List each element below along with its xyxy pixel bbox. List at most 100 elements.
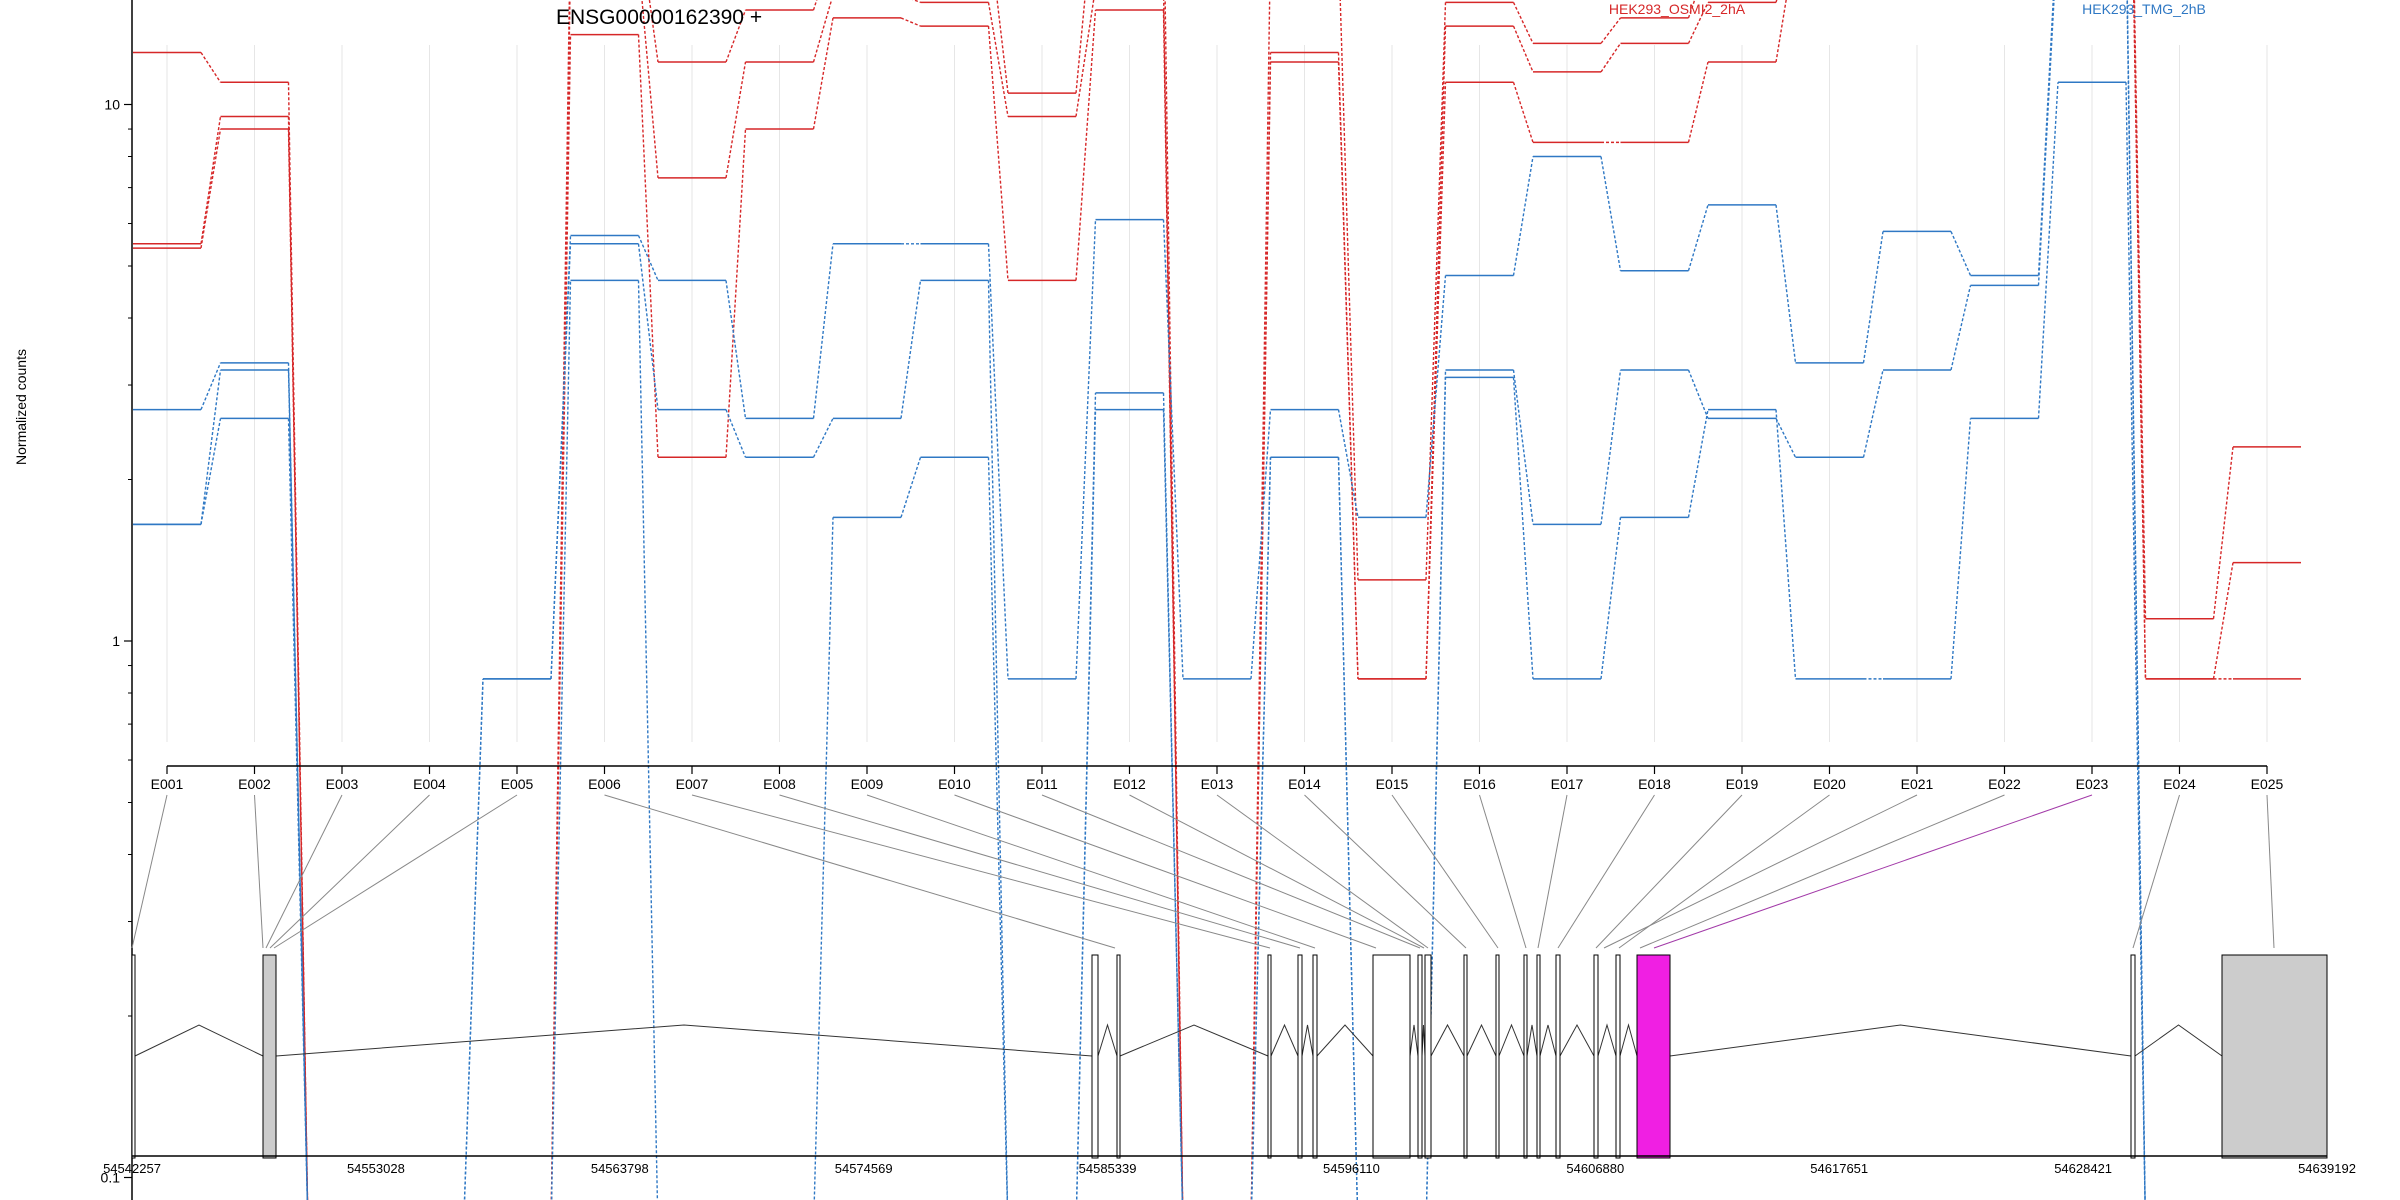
series-segment [1512,369,1534,525]
exon-connectors [131,794,2275,949]
series-segment [812,243,834,419]
series-segment [1337,409,1359,518]
exon-connector [691,794,1271,949]
series-segment [550,34,572,1200]
genomic-coordinate-label: 54596110 [1323,1161,1380,1176]
series-segment [1512,2,1534,44]
exon-box [1495,954,1500,1159]
series-segment [1250,0,1271,1200]
series-segment [200,116,222,244]
intron-line [1539,1024,1557,1057]
x-tick-label: E016 [1463,776,1496,792]
series-segment [1687,2,1709,44]
y-tick-label: 10 [104,97,120,113]
exon-box [131,954,136,1159]
exon-box [2221,954,2328,1159]
series-segment [987,457,1008,1200]
exon-connector [866,794,1316,949]
x-tick-label: E025 [2251,776,2284,792]
exon-connector [1653,794,2093,949]
x-tick-label: E008 [763,776,796,792]
series-segment [912,0,921,4]
series-segment [287,116,309,1200]
x-tick-label: E020 [1813,776,1846,792]
exon-box [1372,954,1411,1159]
series-segment [987,2,1009,117]
x-tick-label: E021 [1901,776,1934,792]
series-segment [1775,418,1797,458]
series-segment [1075,392,1097,1200]
intron-line [1466,1023,1497,1057]
series-segment [637,34,659,458]
series-segment [1162,219,1184,679]
y-tick-label: 1 [112,633,120,649]
exon-connector [265,794,343,949]
series-segment [1075,219,1097,679]
intron-line [134,1024,264,1057]
exon-box [1312,954,1318,1159]
series-segment [1075,9,1097,281]
exon-connector [273,794,518,949]
gene-model: 54542257 54553028 54563798 54574569 54585339… [103,954,2356,1176]
series-segment [550,0,571,1200]
series-segment [1600,42,1622,73]
exon-box [1555,954,1561,1159]
exon-connector [2132,794,2180,949]
genomic-coordinate-label: 54628421 [2054,1161,2112,1176]
x-tick-label: E023 [2076,776,2109,792]
series-segment [1164,0,1184,1200]
series-segment [987,26,1009,281]
series-segment [550,280,572,1200]
series-segment [996,0,1009,94]
intron-line [1119,1024,1269,1057]
exon-box [1523,954,1528,1159]
legend-entry: HEK293_OSMI2_2hA [1609,1,1746,17]
exon-box [1267,954,1272,1159]
exon-box [1636,954,1671,1159]
series-segment [287,369,309,1200]
x-tick-label: E005 [501,776,534,792]
x-tick-label: E018 [1638,776,1671,792]
intron-line [1526,1024,1538,1057]
intron-line [1498,1023,1525,1057]
series-segment [637,235,659,281]
series-segment [2212,562,2234,679]
exon-box [1593,954,1599,1159]
x-tick-label: E006 [588,776,621,792]
x-tick-label: E002 [238,776,271,792]
x-tick-label: E009 [851,776,884,792]
x-tick-label: E004 [413,776,446,792]
series-segment [812,17,834,130]
series-segment [725,129,747,458]
series-segment [1775,0,1787,63]
intron-line [1597,1023,1617,1057]
series-segment [1425,26,1447,679]
series-segment [813,517,834,1200]
series-segment [1512,82,1534,143]
series-segment [463,678,484,1200]
series-segment [641,0,659,178]
series-segment [1425,275,1447,518]
exon-connector [1216,794,1429,949]
series-segment [200,128,222,249]
series-segment [1600,517,1622,679]
exon-box [1536,954,1541,1159]
series-segment [1775,204,1797,363]
series-segment [900,457,922,518]
series-segment [900,17,921,27]
exon-connector [604,794,1116,949]
intron-line [1301,1024,1314,1057]
series-segment [1862,231,1884,363]
series-segment [287,418,308,1200]
x-tick-label: E013 [1201,776,1234,792]
series-segment [637,243,659,410]
intron-line [1669,1024,2132,1057]
series-3 [133,0,2301,1200]
series-segment [1512,25,1534,73]
x-tick-label: E014 [1288,776,1321,792]
series-segment [1425,82,1447,679]
x-tick-label: E017 [1551,776,1584,792]
exon-connector [1129,794,1425,949]
series-segment [1600,369,1622,525]
intron-line [1270,1023,1299,1057]
